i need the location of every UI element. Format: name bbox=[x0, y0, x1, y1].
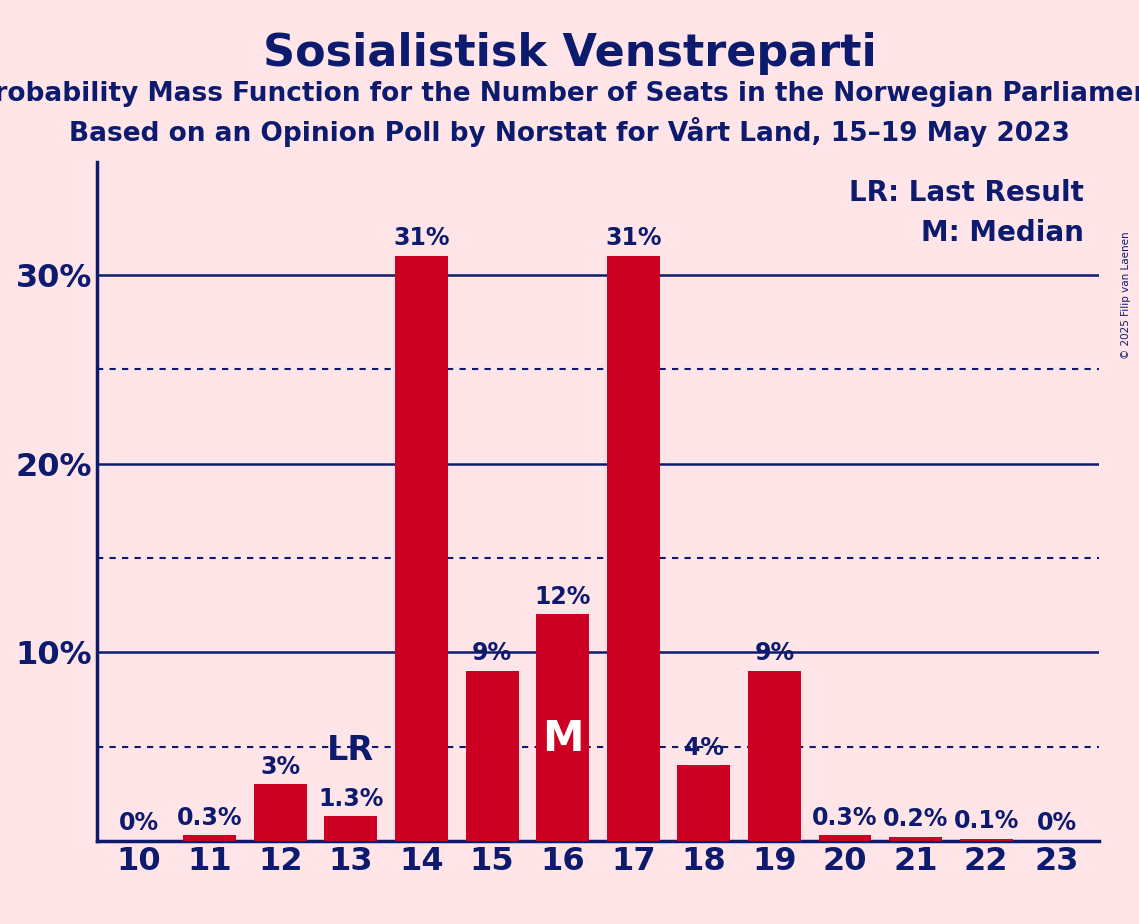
Text: 31%: 31% bbox=[605, 226, 662, 250]
Bar bbox=[395, 256, 448, 841]
Bar bbox=[819, 835, 871, 841]
Bar bbox=[607, 256, 659, 841]
Text: 3%: 3% bbox=[261, 755, 301, 779]
Text: 1.3%: 1.3% bbox=[318, 786, 384, 810]
Text: 0.3%: 0.3% bbox=[812, 806, 878, 830]
Text: © 2025 Filip van Laenen: © 2025 Filip van Laenen bbox=[1121, 231, 1131, 359]
Text: 31%: 31% bbox=[393, 226, 450, 250]
Text: 0%: 0% bbox=[1036, 811, 1076, 835]
Text: 9%: 9% bbox=[472, 641, 513, 665]
Text: 0.3%: 0.3% bbox=[177, 806, 243, 830]
Bar bbox=[748, 671, 801, 841]
Text: Probability Mass Function for the Number of Seats in the Norwegian Parliament: Probability Mass Function for the Number… bbox=[0, 81, 1139, 107]
Text: 0.1%: 0.1% bbox=[953, 809, 1019, 833]
Bar bbox=[678, 765, 730, 841]
Text: M: Median: M: Median bbox=[921, 219, 1084, 248]
Text: M: M bbox=[542, 718, 583, 760]
Text: Sosialistisk Venstreparti: Sosialistisk Venstreparti bbox=[263, 32, 876, 76]
Text: LR: Last Result: LR: Last Result bbox=[850, 178, 1084, 207]
Bar bbox=[183, 835, 236, 841]
Text: 9%: 9% bbox=[754, 641, 795, 665]
Text: 0.2%: 0.2% bbox=[883, 808, 949, 832]
Text: LR: LR bbox=[327, 734, 375, 767]
Bar bbox=[960, 839, 1013, 841]
Bar bbox=[890, 837, 942, 841]
Text: 12%: 12% bbox=[534, 585, 591, 609]
Bar bbox=[466, 671, 518, 841]
Text: 0%: 0% bbox=[120, 811, 159, 835]
Bar bbox=[325, 816, 377, 841]
Bar bbox=[536, 614, 589, 841]
Text: 4%: 4% bbox=[683, 736, 724, 760]
Text: Based on an Opinion Poll by Norstat for Vårt Land, 15–19 May 2023: Based on an Opinion Poll by Norstat for … bbox=[69, 117, 1070, 147]
Bar bbox=[254, 784, 306, 841]
